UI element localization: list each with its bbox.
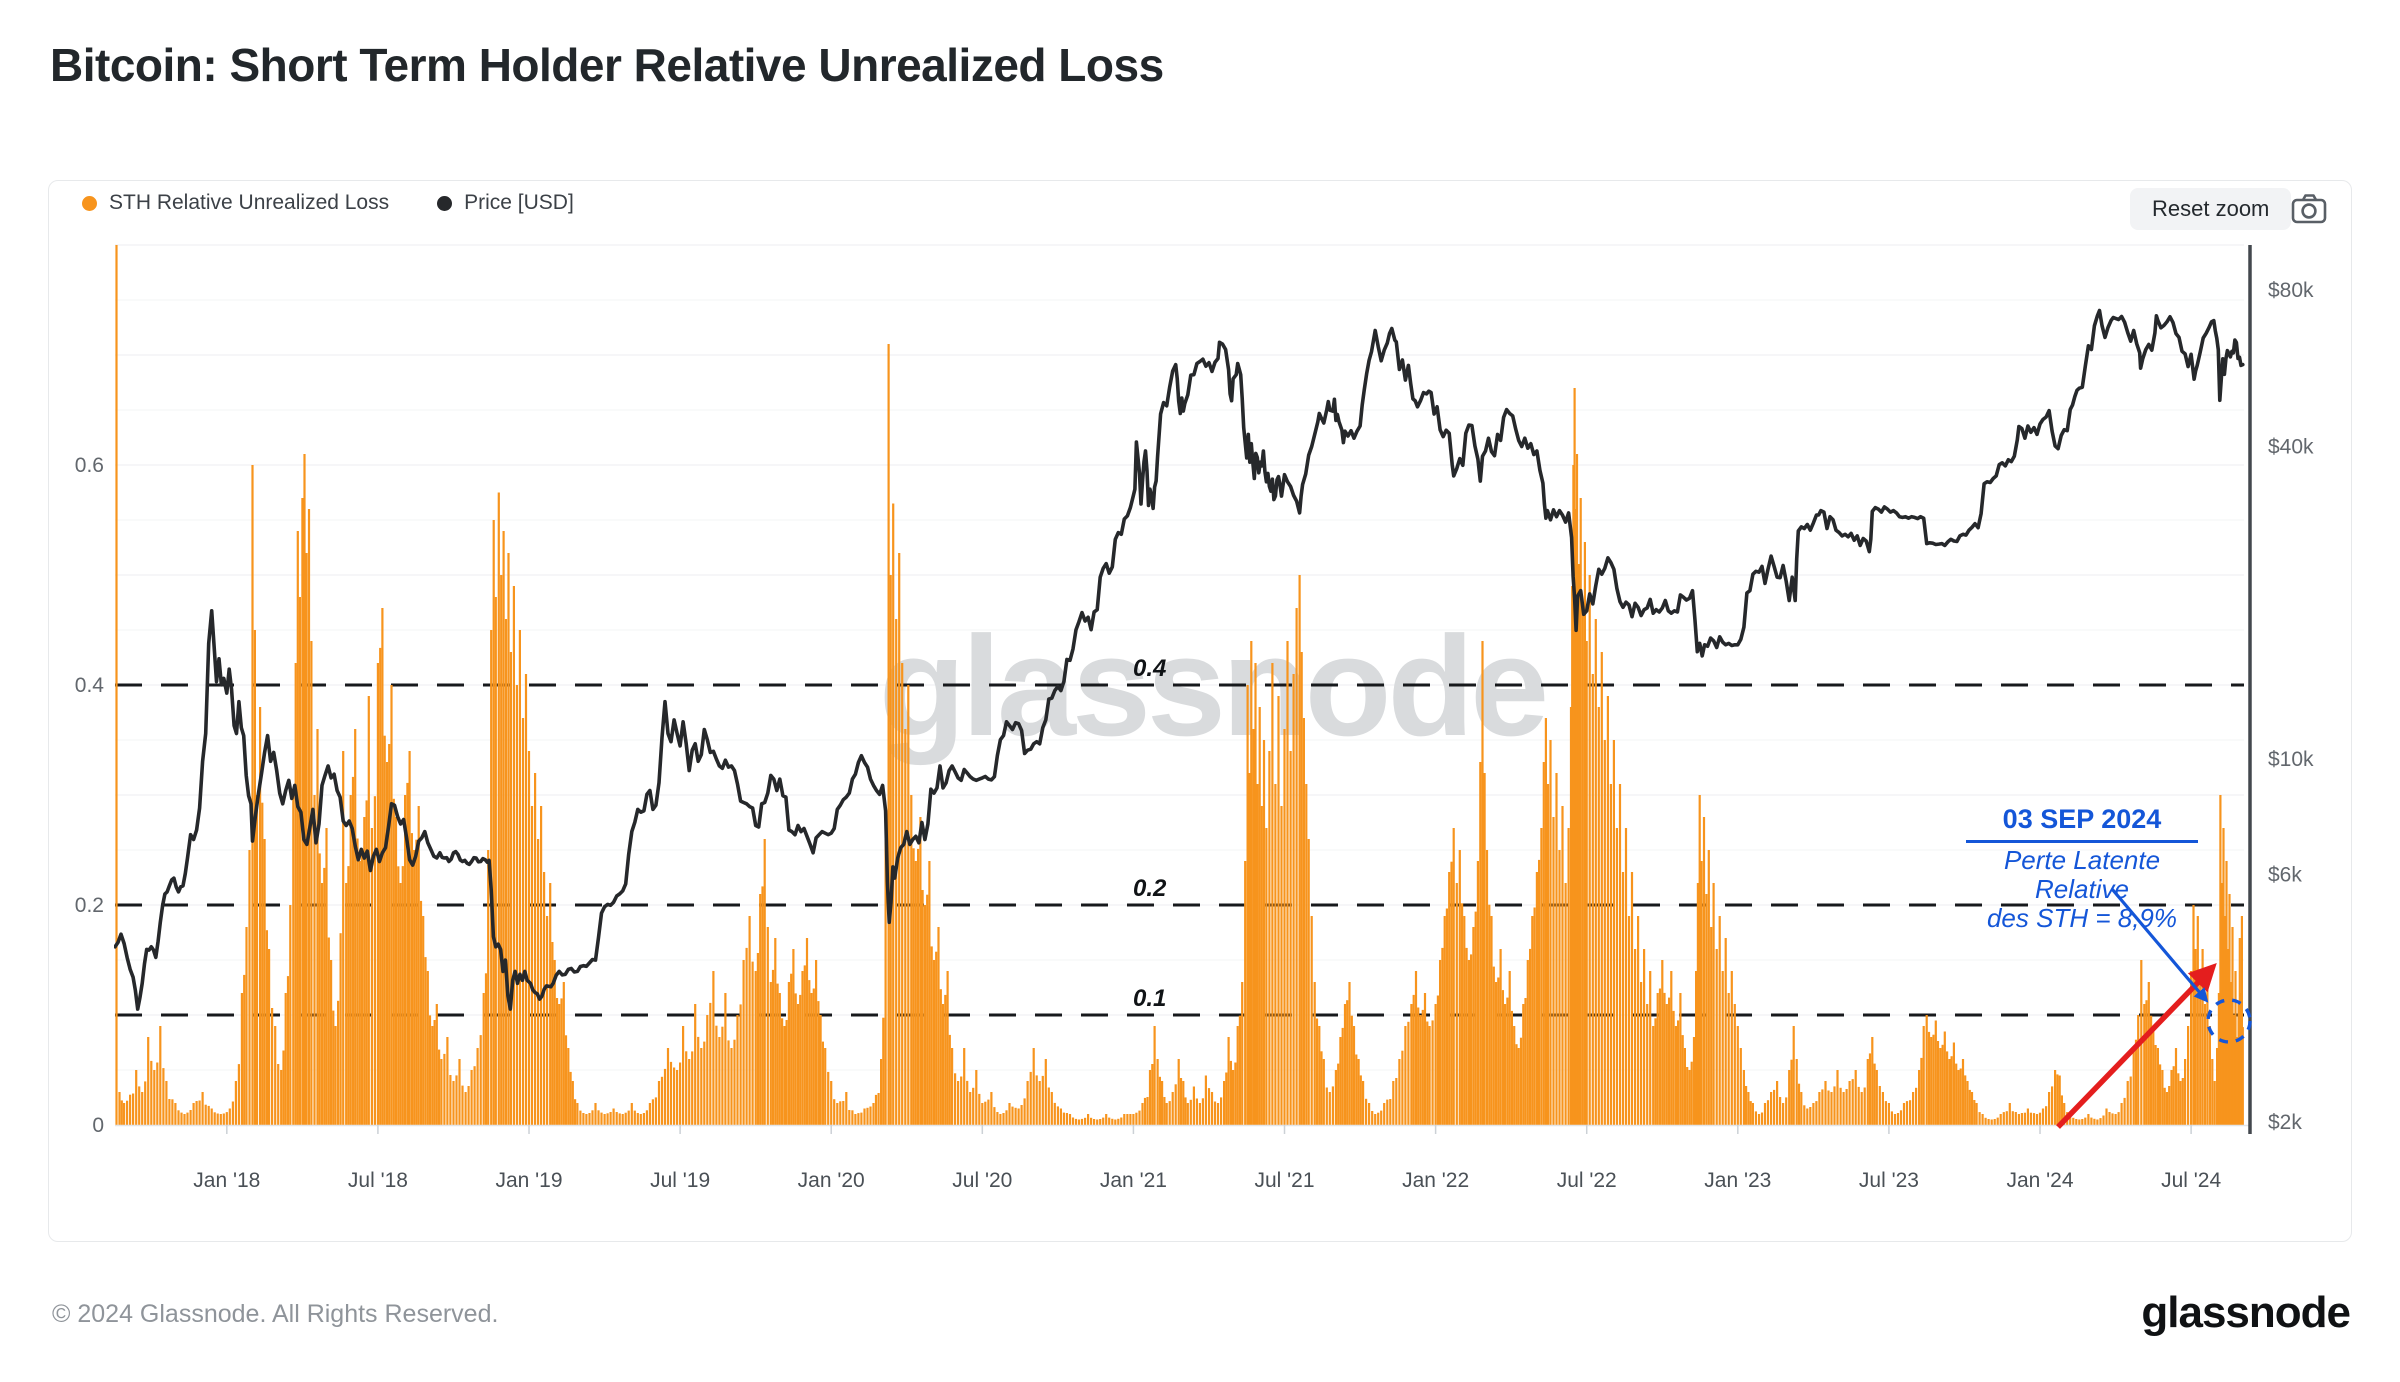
legend-label: Price [USD] xyxy=(464,191,574,214)
svg-text:0.4: 0.4 xyxy=(1133,655,1166,682)
blue-pointer-arrow xyxy=(2110,887,2209,1003)
svg-text:$2k: $2k xyxy=(2268,1111,2302,1134)
loss-bars-series xyxy=(115,245,2244,1125)
svg-text:Jan '18: Jan '18 xyxy=(193,1169,260,1192)
svg-text:Jul '18: Jul '18 xyxy=(348,1169,408,1192)
svg-text:0.2: 0.2 xyxy=(1133,875,1167,902)
footer-copyright: © 2024 Glassnode. All Rights Reserved. xyxy=(52,1300,499,1328)
svg-text:Jul '23: Jul '23 xyxy=(1859,1169,1919,1192)
svg-text:0.2: 0.2 xyxy=(75,894,104,917)
reference-lines: 0.4 0.2 0.1 xyxy=(115,655,2244,1017)
svg-text:$40k: $40k xyxy=(2268,435,2314,458)
legend: STH Relative Unrealized Loss Price [USD] xyxy=(82,188,622,218)
svg-text:$6k: $6k xyxy=(2268,863,2302,886)
svg-text:Jan '21: Jan '21 xyxy=(1100,1169,1167,1192)
annotation-graphics xyxy=(2056,887,2252,1129)
svg-text:$10k: $10k xyxy=(2268,748,2314,771)
svg-text:Jul '19: Jul '19 xyxy=(650,1169,710,1192)
svg-text:Jul '20: Jul '20 xyxy=(952,1169,1012,1192)
svg-text:0.4: 0.4 xyxy=(75,674,105,697)
red-trend-arrow xyxy=(2056,963,2217,1129)
legend-label: STH Relative Unrealized Loss xyxy=(109,191,390,214)
page-title: Bitcoin: Short Term Holder Relative Unre… xyxy=(50,39,1164,91)
glassnode-logo: glassnode xyxy=(2141,1288,2351,1337)
price-line-series xyxy=(114,308,2245,1011)
svg-text:0.6: 0.6 xyxy=(75,454,104,477)
svg-text:Jan '20: Jan '20 xyxy=(798,1169,865,1192)
watermark: glassnode xyxy=(879,607,1545,766)
svg-text:Jan '22: Jan '22 xyxy=(1402,1169,1469,1192)
legend-dot-black-icon xyxy=(437,195,453,211)
camera-icon[interactable] xyxy=(2290,192,2330,226)
svg-text:Jul '22: Jul '22 xyxy=(1557,1169,1617,1192)
svg-text:Jul '21: Jul '21 xyxy=(1254,1169,1314,1192)
svg-text:$80k: $80k xyxy=(2268,279,2314,302)
legend-item-sth-loss[interactable]: STH Relative Unrealized Loss xyxy=(82,191,389,215)
svg-text:Jan '23: Jan '23 xyxy=(1704,1169,1771,1192)
annotation-callout: 03 SEP 2024 Perte Latente Relative des S… xyxy=(1966,804,2198,933)
svg-text:Jul '24: Jul '24 xyxy=(2161,1169,2221,1192)
svg-text:0.1: 0.1 xyxy=(1133,985,1166,1012)
legend-item-price[interactable]: Price [USD] xyxy=(437,191,574,215)
svg-text:0: 0 xyxy=(92,1114,104,1137)
annotation-date: 03 SEP 2024 xyxy=(1966,804,2198,843)
reset-zoom-button[interactable]: Reset zoom xyxy=(2130,188,2292,230)
highlight-dashed-circle xyxy=(2206,998,2252,1044)
annotation-text-line2: des STH = 8,9% xyxy=(1986,903,2178,933)
svg-text:Jan '24: Jan '24 xyxy=(2006,1169,2073,1192)
annotation-text-line1: Perte Latente Relative xyxy=(2003,845,2161,904)
axes: Jan '18 Jul '18 Jan '19 Jul '19 Jan '20 Jul '… xyxy=(75,245,2314,1192)
legend-dot-orange-icon xyxy=(82,195,97,211)
svg-text:Jan '19: Jan '19 xyxy=(495,1169,562,1192)
